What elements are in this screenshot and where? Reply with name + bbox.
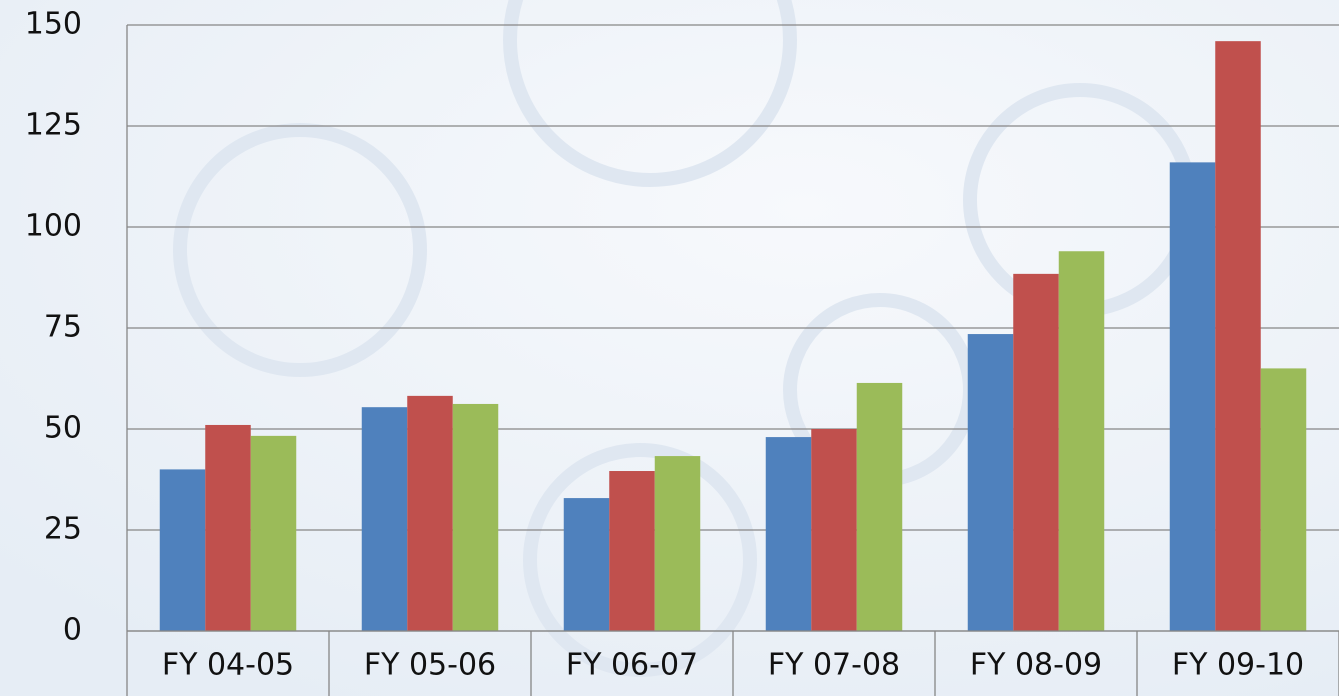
y-tick-label: 125 xyxy=(25,108,82,143)
bar xyxy=(159,469,206,631)
bar xyxy=(1013,273,1059,631)
bar xyxy=(609,471,655,631)
bar xyxy=(250,435,297,631)
y-tick-label: 50 xyxy=(44,411,82,446)
bar xyxy=(1260,368,1307,631)
y-tick-label: 100 xyxy=(25,209,82,244)
bar xyxy=(856,382,903,631)
bar xyxy=(1058,251,1105,632)
y-tick-label: 25 xyxy=(44,512,82,547)
bar xyxy=(452,403,499,631)
y-tick-label: 0 xyxy=(63,613,82,648)
x-tick-label: FY 04-05 xyxy=(162,648,294,683)
y-tick-label: 75 xyxy=(44,310,82,345)
bar xyxy=(967,334,1014,631)
bar xyxy=(654,456,701,631)
bar xyxy=(765,437,812,631)
x-tick-label: FY 09-10 xyxy=(1172,648,1304,683)
x-tick-label: FY 08-09 xyxy=(970,648,1102,683)
bar xyxy=(563,498,610,631)
bar xyxy=(205,424,251,631)
y-tick-label: 150 xyxy=(25,7,82,42)
bar xyxy=(361,407,408,631)
bar xyxy=(811,429,857,631)
x-tick-label: FY 06-07 xyxy=(566,648,698,683)
bar xyxy=(407,395,453,631)
bar xyxy=(1169,162,1216,632)
x-tick-label: FY 07-08 xyxy=(768,648,900,683)
x-tick-label: FY 05-06 xyxy=(364,648,496,683)
bar xyxy=(1215,41,1261,632)
